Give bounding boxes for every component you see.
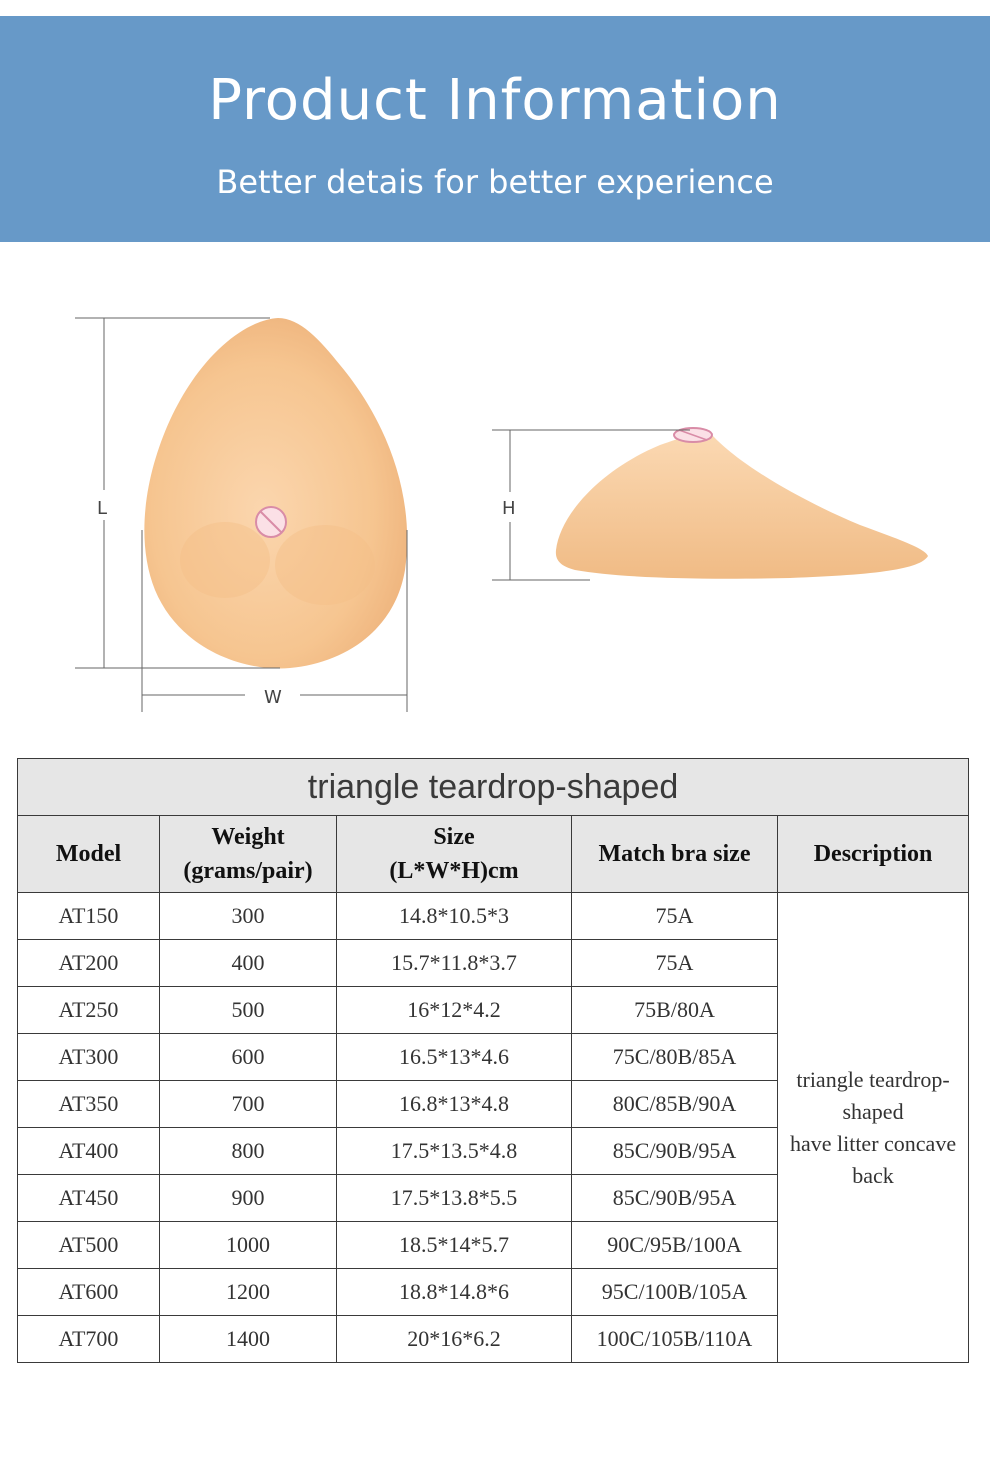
front-surface-shading-right	[275, 525, 375, 605]
table-row: AT450 900 17.5*13.8*5.5 85C/90B/95A	[17, 1174, 969, 1222]
censor-icon	[255, 506, 287, 538]
cell-model: AT400	[17, 1127, 160, 1175]
cell-model: AT500	[17, 1221, 160, 1269]
header-size: Size (L*W*H)cm	[336, 815, 572, 893]
cell-bra-size: 85C/90B/95A	[571, 1127, 778, 1175]
cell-bra-size: 95C/100B/105A	[571, 1268, 778, 1316]
cell-bra-size: 75B/80A	[571, 986, 778, 1034]
cell-size: 17.5*13.8*5.5	[336, 1174, 572, 1222]
table-row: AT700 1400 20*16*6.2 100C/105B/110A	[17, 1315, 969, 1363]
cell-bra-size: 85C/90B/95A	[571, 1174, 778, 1222]
length-label: L	[97, 498, 107, 519]
product-diagram: L W H	[0, 280, 990, 730]
cell-weight: 700	[159, 1080, 337, 1128]
cell-model: AT300	[17, 1033, 160, 1081]
cell-model: AT250	[17, 986, 160, 1034]
cell-model: AT600	[17, 1268, 160, 1316]
header-weight: Weight (grams/pair)	[159, 815, 337, 893]
cell-size: 15.7*11.8*3.7	[336, 939, 572, 987]
cell-bra-size: 75A	[571, 939, 778, 987]
cell-weight: 600	[159, 1033, 337, 1081]
description-line: back	[852, 1162, 894, 1188]
description-line: have litter concave	[789, 1130, 957, 1156]
cell-bra-size: 100C/105B/110A	[571, 1315, 778, 1363]
table-header-row: Model Weight (grams/pair) Size (L*W*H)cm M…	[17, 815, 970, 893]
cell-weight: 300	[159, 892, 337, 940]
cell-bra-size: 90C/95B/100A	[571, 1221, 778, 1269]
table-row: AT300 600 16.5*13*4.6 75C/80B/85A	[17, 1033, 969, 1081]
description-line: triangle teardrop-	[796, 1066, 950, 1092]
cell-size: 18.8*14.8*6	[336, 1268, 572, 1316]
spec-table: triangle teardrop-shaped Model Weight (gr…	[16, 758, 970, 1363]
table-row: AT400 800 17.5*13.5*4.8 85C/90B/95A	[17, 1127, 969, 1175]
cell-bra-size: 80C/85B/90A	[571, 1080, 778, 1128]
cell-bra-size: 75C/80B/85A	[571, 1033, 778, 1081]
cell-weight: 1200	[159, 1268, 337, 1316]
description-line: shaped	[842, 1098, 904, 1124]
cell-weight: 800	[159, 1127, 337, 1175]
front-surface-shading-left	[180, 522, 270, 598]
cell-size: 16*12*4.2	[336, 986, 572, 1034]
header-banner: Product Information Better detais for be…	[0, 16, 990, 242]
cell-model: AT700	[17, 1315, 160, 1363]
cell-size: 18.5*14*5.7	[336, 1221, 572, 1269]
cell-size: 16.8*13*4.8	[336, 1080, 572, 1128]
cell-size: 14.8*10.5*3	[336, 892, 572, 940]
table-row: AT150 300 14.8*10.5*3 75A triangle teard…	[17, 892, 970, 1363]
cell-weight: 1400	[159, 1315, 337, 1363]
cell-model: AT150	[17, 892, 160, 940]
table-row: AT500 1000 18.5*14*5.7 90C/95B/100A	[17, 1221, 969, 1269]
cell-model: AT350	[17, 1080, 160, 1128]
side-view-shape	[555, 433, 928, 579]
page-subtitle: Better detais for better experience	[216, 163, 774, 201]
description-cell: triangle teardrop- shaped have litter co…	[776, 892, 970, 1363]
front-view-shape	[144, 318, 408, 669]
height-label: H	[502, 498, 516, 519]
top-strip	[0, 0, 990, 16]
cell-size: 16.5*13*4.6	[336, 1033, 572, 1081]
cell-bra-size: 75A	[571, 892, 778, 940]
cell-weight: 900	[159, 1174, 337, 1222]
censor-icon-side	[673, 427, 713, 443]
cell-weight: 400	[159, 939, 337, 987]
dimension-illustration: L W H	[75, 317, 928, 712]
table-caption: triangle teardrop-shaped	[16, 758, 970, 816]
cell-weight: 1000	[159, 1221, 337, 1269]
header-description: Description	[776, 815, 970, 893]
cell-size: 17.5*13.5*4.8	[336, 1127, 572, 1175]
table-row: AT250 500 16*12*4.2 75B/80A	[17, 986, 969, 1034]
cell-model: AT450	[17, 1174, 160, 1222]
table-row: AT200 400 15.7*11.8*3.7 75A	[17, 939, 969, 987]
cell-weight: 500	[159, 986, 337, 1034]
page-title: Product Information	[208, 68, 782, 133]
header-bra-size: Match bra size	[571, 815, 778, 893]
header-model: Model	[17, 815, 160, 893]
width-label: W	[264, 687, 282, 708]
table-row: AT600 1200 18.8*14.8*6 95C/100B/105A	[17, 1268, 969, 1316]
cell-model: AT200	[17, 939, 160, 987]
cell-size: 20*16*6.2	[336, 1315, 572, 1363]
